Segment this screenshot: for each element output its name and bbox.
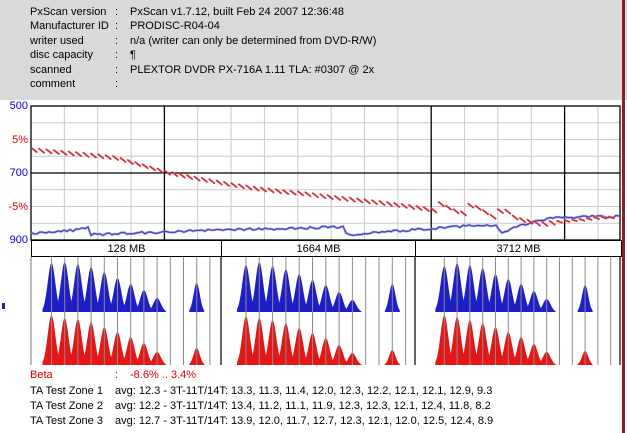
info-row: disc capacity: ¶: [30, 49, 136, 62]
info-value: PxScan v1.7.12, built Feb 24 2007 12:36:…: [130, 5, 345, 18]
x-axis-section-label: 128 MB: [31, 240, 222, 257]
info-separator: :: [115, 5, 119, 18]
info-value: PRODISC-R04-04: [130, 20, 220, 33]
info-label: disc capacity: [30, 49, 93, 62]
x-axis-section-label: 1664 MB: [221, 240, 416, 257]
ta-zone-values: avg: 12.7 - 3T-11T/14T: 13.9, 12.0, 11.7…: [115, 415, 494, 427]
y-axis-label: 500: [9, 100, 28, 112]
ta-zone-label: TA Test Zone 2: [30, 400, 103, 412]
info-separator: :: [115, 34, 119, 47]
y-axis-label: -5%: [8, 200, 28, 213]
info-separator: :: [115, 49, 119, 62]
ta-zone-label: TA Test Zone 3: [30, 415, 103, 427]
info-label: writer used: [30, 34, 84, 47]
ta-zone-values: avg: 12.3 - 3T-11T/14T: 13.3, 11.3, 11.4…: [115, 385, 493, 397]
info-row: comment:: [30, 78, 130, 91]
info-separator: :: [115, 63, 119, 76]
ta-test-zone-row: TA Test Zone 2 avg: 12.2 - 3T-11T/14T: 13…: [30, 400, 491, 413]
info-value: PLEXTOR DVDR PX-716A 1.11 TLA: #0307 @ 2…: [130, 63, 375, 76]
ta-test-zone-row: TA Test Zone 3 avg: 12.7 - 3T-11T/14T: 13…: [30, 415, 493, 428]
window-right-border: [622, 0, 625, 433]
info-label: comment: [30, 78, 76, 91]
y-axis-label: 700: [9, 167, 28, 179]
info-label: PxScan version: [30, 5, 107, 18]
y-axis-label: 5%: [12, 133, 28, 146]
stray-blue-mark: [2, 303, 5, 309]
beta-summary-row: Beta: -8.6% .. 3.4%: [30, 369, 196, 382]
ta-test-zone-row: TA Test Zone 1 avg: 12.3 - 3T-11T/14T: 13…: [30, 385, 492, 398]
beta-value: -8.6% .. 3.4%: [130, 369, 197, 381]
beta-separator: :: [115, 369, 119, 381]
x-axis-section-label: 3712 MB: [415, 240, 622, 257]
ta-zone-label: TA Test Zone 1: [30, 385, 103, 397]
info-value: n/a (writer can only be determined from …: [130, 34, 377, 47]
y-axis-label: 900: [9, 234, 28, 246]
info-row: writer used: n/a (writer can only be dete…: [30, 35, 376, 48]
beta-label: Beta: [30, 369, 53, 381]
info-row: PxScan version: PxScan v1.7.12, built Feb…: [30, 6, 344, 19]
info-label: Manufacturer ID: [30, 20, 109, 33]
info-value: ¶: [130, 49, 136, 62]
info-label: scanned: [30, 63, 72, 76]
ta-zone-values: avg: 12.2 - 3T-11T/14T: 13.4, 11.2, 11.1…: [115, 400, 491, 412]
info-row: Manufacturer ID: PRODISC-R04-04: [30, 20, 220, 33]
scan-info-panel: PxScan version: PxScan v1.7.12, built Feb…: [0, 0, 627, 100]
info-row: scanned: PLEXTOR DVDR PX-716A 1.11 TLA: #…: [30, 64, 374, 77]
info-separator: :: [115, 20, 119, 33]
info-separator: :: [115, 78, 119, 91]
